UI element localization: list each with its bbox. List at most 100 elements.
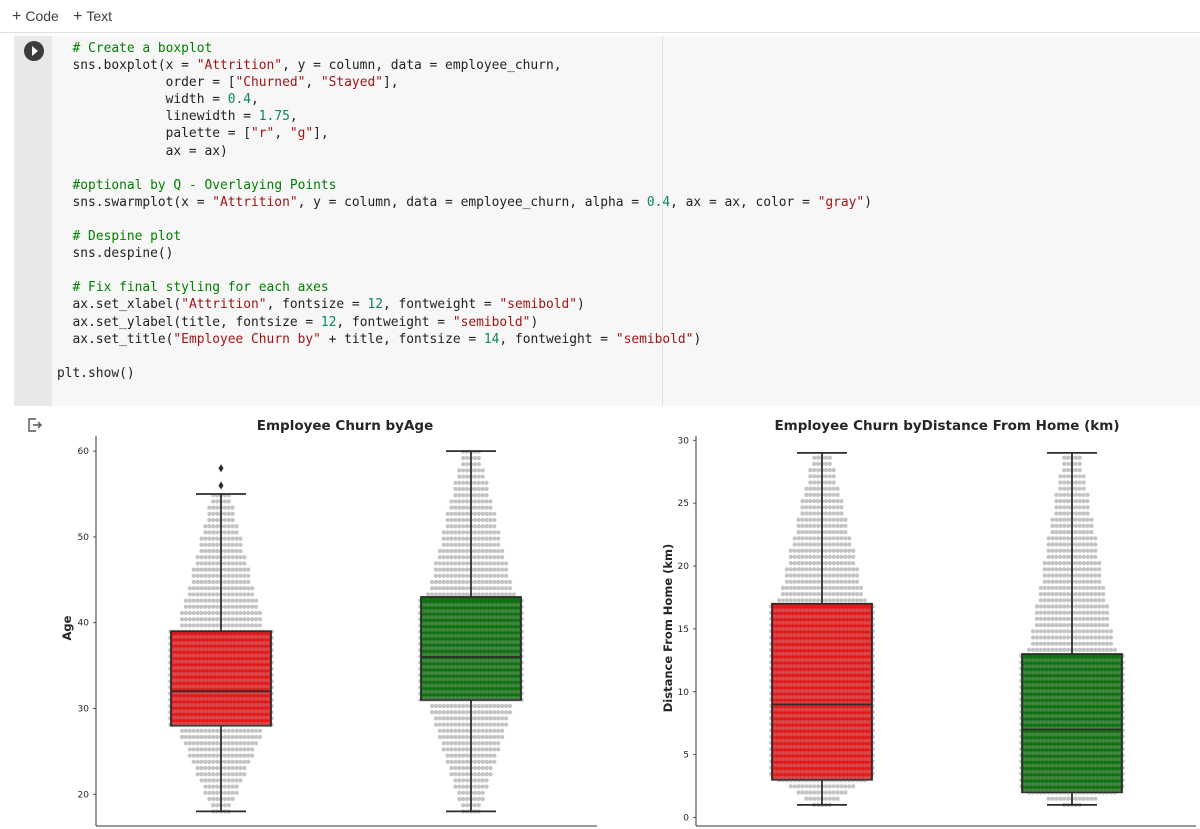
- swarm-point: [796, 763, 801, 768]
- swarm-point: [808, 542, 813, 547]
- code-editor[interactable]: # Create a boxplot sns.boxplot(x = "Attr…: [57, 40, 1197, 382]
- swarm-point: [508, 689, 512, 694]
- swarm-point: [827, 688, 832, 693]
- swarm-point: [511, 695, 516, 700]
- box-stayed: [1019, 451, 1125, 808]
- swarm-point: [441, 728, 446, 733]
- swarm-point: [508, 621, 512, 626]
- swarm-point: [457, 741, 462, 746]
- swarm-points-over-box: [172, 634, 270, 726]
- swarm-point: [507, 592, 513, 597]
- swarm-point: [265, 641, 270, 646]
- swarm-point: [816, 719, 821, 724]
- swarm-point: [827, 719, 832, 724]
- swarm-point: [187, 709, 192, 714]
- swarm-point: [808, 626, 813, 631]
- swarm-point: [461, 640, 466, 645]
- add-code-label: Code: [25, 8, 59, 24]
- swarm-point: [195, 623, 200, 628]
- swarm-point: [847, 719, 852, 724]
- code-text: sns.boxplot(x =: [57, 58, 197, 74]
- swarm-point: [246, 753, 251, 758]
- swarm-point: [476, 524, 481, 529]
- swarm-point: [847, 688, 852, 693]
- swarm-point: [500, 592, 505, 597]
- y-axis-label: Distance From Home (km): [661, 544, 675, 713]
- swarm-point: [187, 592, 192, 597]
- swarm-point: [476, 555, 481, 560]
- swarm-point: [500, 695, 505, 700]
- swarm-point: [823, 620, 828, 625]
- swarm-point: [465, 474, 470, 479]
- swarm-point: [457, 524, 462, 529]
- swarm-point: [453, 765, 458, 771]
- swarm-point: [207, 517, 212, 523]
- swarm-point: [180, 678, 184, 683]
- swarm-point: [781, 664, 785, 669]
- swarm-point: [816, 474, 821, 479]
- swarm-point: [465, 716, 470, 721]
- swarm-point: [465, 609, 470, 614]
- swarm-point: [784, 670, 789, 675]
- swarm-point: [862, 682, 867, 687]
- swarm-point: [445, 592, 450, 597]
- swarm-point: [484, 753, 489, 758]
- swarm-point: [461, 586, 466, 591]
- swarm-point: [465, 778, 470, 783]
- swarm-point: [453, 542, 458, 547]
- swarm-point: [234, 567, 239, 572]
- swarm-point: [430, 602, 434, 607]
- swarm-point: [504, 703, 509, 709]
- swarm-point: [812, 480, 817, 485]
- swarm-point: [453, 734, 458, 740]
- swarm-point: [469, 609, 473, 614]
- swarm-point: [191, 653, 196, 658]
- add-text-cell-button[interactable]: + Text: [73, 6, 112, 27]
- swarm-point: [461, 627, 466, 632]
- swarm-point: [504, 561, 509, 566]
- output-redirect-icon[interactable]: [27, 418, 43, 432]
- swarm-point: [207, 772, 212, 777]
- swarm-point: [484, 689, 489, 694]
- swarm-point: [230, 684, 235, 689]
- swarm-point: [800, 645, 805, 650]
- swarm-point: [812, 682, 817, 687]
- swarm-point: [238, 728, 243, 733]
- swarm-point: [246, 678, 251, 683]
- swarm-point: [500, 671, 505, 676]
- swarm-point: [777, 775, 782, 780]
- swarm-point: [812, 579, 817, 584]
- swarm-point: [855, 719, 860, 724]
- swarm-point: [781, 695, 785, 700]
- swarm-point: [488, 579, 493, 585]
- swarm-point: [222, 579, 227, 585]
- swarm-point: [422, 683, 427, 688]
- swarm-point: [862, 769, 867, 774]
- swarm-point: [230, 709, 235, 714]
- run-cell-button[interactable]: [24, 41, 44, 61]
- swarm-point: [472, 536, 477, 541]
- swarm-point: [859, 763, 863, 768]
- swarm-point: [230, 623, 235, 628]
- swarm-point: [804, 579, 809, 584]
- swarm-point: [422, 689, 427, 694]
- swarm-point: [500, 689, 505, 694]
- swarm-point: [265, 721, 270, 726]
- swarm-point: [812, 592, 817, 597]
- swarm-point: [500, 567, 505, 572]
- swarm-point: [777, 707, 782, 712]
- swarm-point: [242, 753, 247, 758]
- swarm-point: [866, 763, 871, 768]
- swarm-point: [496, 548, 501, 554]
- code-cell[interactable]: # Create a boxplot sns.boxplot(x = "Attr…: [14, 36, 1200, 406]
- add-code-cell-button[interactable]: + Code: [12, 6, 59, 27]
- swarm-point: [800, 579, 805, 584]
- swarm-point: [859, 775, 863, 780]
- swarm-point: [215, 741, 220, 746]
- swarm-point: [207, 561, 212, 566]
- swarm-point: [441, 734, 446, 740]
- swarm-point: [788, 784, 793, 789]
- swarm-point: [472, 474, 477, 479]
- swarm-point: [511, 671, 516, 676]
- swarm-point: [207, 505, 212, 510]
